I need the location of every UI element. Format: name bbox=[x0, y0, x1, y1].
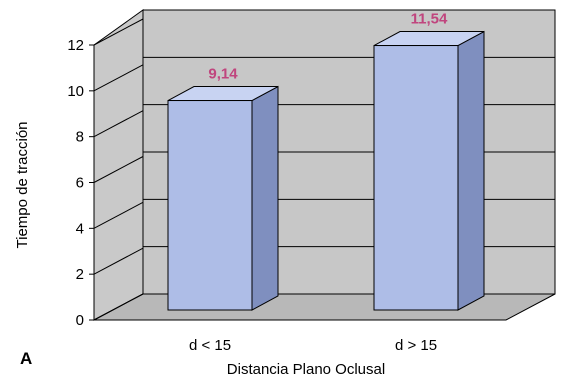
y-axis-ticks: 0 2 4 6 8 10 12 bbox=[67, 37, 94, 329]
gridline-side bbox=[93, 156, 144, 183]
gridline-side bbox=[93, 110, 144, 138]
data-label: 11,54 bbox=[411, 11, 448, 28]
bar-front bbox=[373, 45, 459, 311]
x-axis-title: Distancia Plano Oclusal bbox=[227, 361, 385, 378]
bars: 9,14 11,54 bbox=[167, 11, 485, 311]
gridline-side bbox=[93, 247, 144, 275]
y-tick-label: 6 bbox=[76, 175, 84, 192]
bar-side bbox=[251, 85, 279, 311]
data-label: 9,14 bbox=[208, 66, 238, 83]
y-tick-label: 2 bbox=[76, 266, 84, 283]
x-tick-label: d > 15 bbox=[395, 337, 437, 354]
chart-floor bbox=[93, 293, 556, 321]
y-axis-title: Tiempo de tracción bbox=[14, 121, 31, 248]
y-tick-label: 4 bbox=[76, 220, 84, 237]
y-tick-label: 12 bbox=[67, 37, 84, 54]
panel-label: A bbox=[20, 349, 32, 368]
y-tick-label: 8 bbox=[76, 129, 84, 146]
bar-front bbox=[167, 100, 253, 311]
gridline-side bbox=[93, 64, 144, 92]
bar bbox=[167, 85, 279, 311]
gridline-side bbox=[93, 293, 144, 321]
gridline-side bbox=[93, 201, 144, 229]
y-tick-label: 10 bbox=[67, 83, 84, 100]
x-tick-label: d < 15 bbox=[189, 337, 231, 354]
y-tick-label: 0 bbox=[76, 312, 84, 329]
gridline-side bbox=[93, 18, 144, 46]
x-axis-labels: d < 15 d > 15 bbox=[189, 337, 437, 354]
bar-side bbox=[457, 30, 485, 311]
bar bbox=[373, 30, 485, 311]
side-wall bbox=[93, 9, 144, 321]
